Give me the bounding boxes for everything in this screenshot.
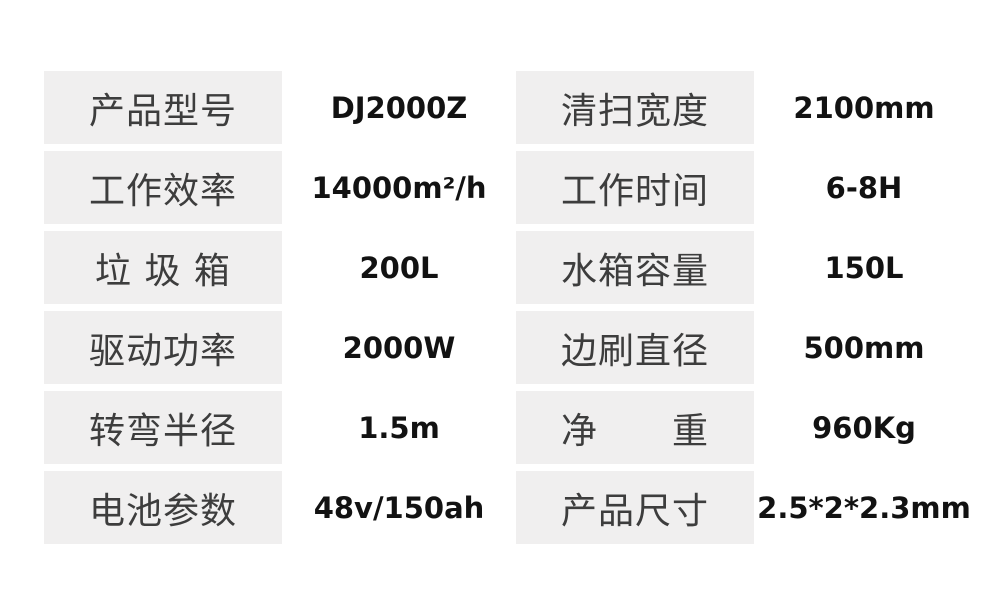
spec-label-work-time: 工作时间	[516, 151, 754, 224]
spec-label-product-dimensions: 产品尺寸	[516, 471, 754, 544]
spec-label-side-brush-diameter: 边刷直径	[516, 311, 754, 384]
spec-value-trash-bin: 200L	[359, 250, 439, 285]
spec-label-sweeping-width: 清扫宽度	[516, 71, 754, 144]
product-spec-table: 产品型号 DJ2000Z 清扫宽度 2100mm 工作效率 14000m²/h …	[44, 71, 974, 551]
spec-value-work-efficiency: 14000m²/h	[311, 170, 487, 205]
spec-value-product-dimensions: 2.5*2*2.3mm	[757, 490, 971, 525]
spec-value-battery-params: 48v/150ah	[313, 490, 485, 525]
spec-label-water-tank-capacity: 水箱容量	[516, 231, 754, 304]
spec-label-battery-params: 电池参数	[44, 471, 282, 544]
spec-value-work-time: 6-8H	[825, 170, 903, 205]
table-row: 电池参数 48v/150ah 产品尺寸 2.5*2*2.3mm	[44, 471, 974, 544]
spec-label-trash-bin: 垃 圾 箱	[44, 231, 282, 304]
table-row: 转弯半径 1.5m 净 重 960Kg	[44, 391, 974, 464]
table-row: 工作效率 14000m²/h 工作时间 6-8H	[44, 151, 974, 224]
spec-label-work-efficiency: 工作效率	[44, 151, 282, 224]
spec-value-drive-power: 2000W	[342, 330, 456, 365]
table-row: 产品型号 DJ2000Z 清扫宽度 2100mm	[44, 71, 974, 144]
spec-label-drive-power: 驱动功率	[44, 311, 282, 384]
spec-value-net-weight: 960Kg	[812, 410, 916, 445]
spec-value-water-tank-capacity: 150L	[824, 250, 904, 285]
spec-value-side-brush-diameter: 500mm	[803, 330, 925, 365]
spec-label-net-weight: 净 重	[516, 391, 754, 464]
spec-value-sweeping-width: 2100mm	[793, 90, 935, 125]
table-row: 驱动功率 2000W 边刷直径 500mm	[44, 311, 974, 384]
spec-label-product-model: 产品型号	[44, 71, 282, 144]
spec-label-turning-radius: 转弯半径	[44, 391, 282, 464]
table-row: 垃 圾 箱 200L 水箱容量 150L	[44, 231, 974, 304]
spec-value-turning-radius: 1.5m	[358, 410, 440, 445]
spec-value-product-model: DJ2000Z	[330, 90, 468, 125]
